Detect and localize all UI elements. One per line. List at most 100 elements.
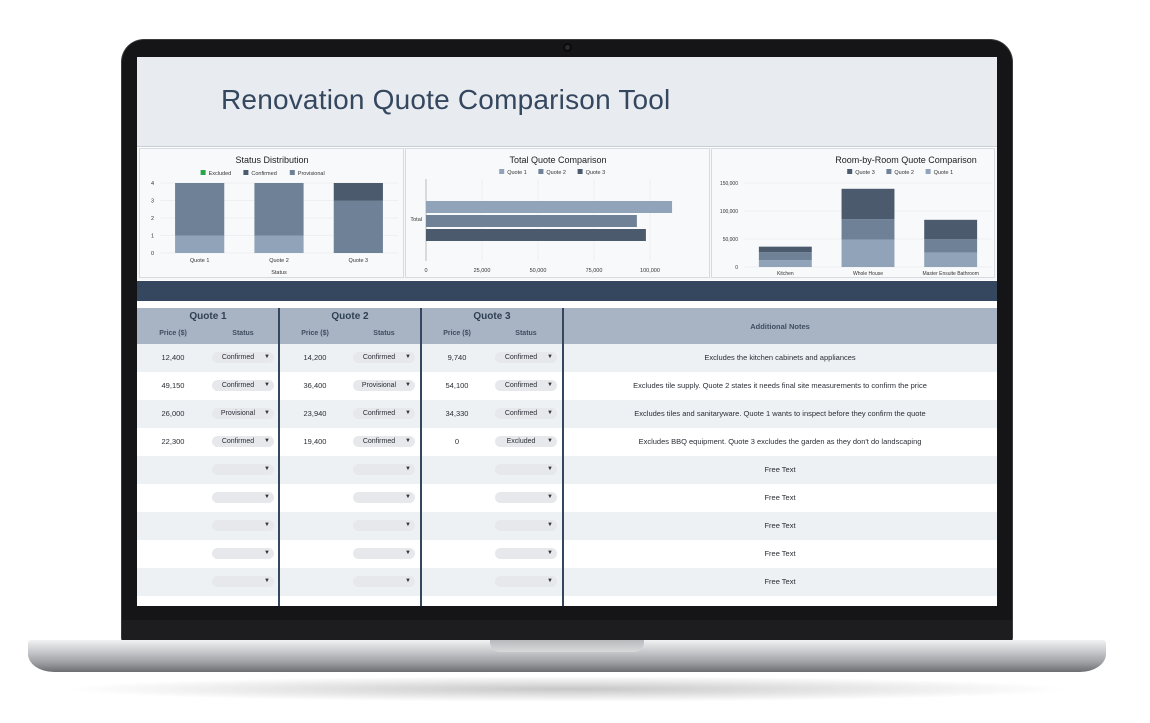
table-row: ▼ ▼ ▼ Free Text bbox=[137, 540, 997, 568]
legend-swatch bbox=[289, 170, 295, 175]
q3-status-dropdown[interactable]: Confirmed ▼ bbox=[495, 380, 557, 391]
q3-price-cell[interactable]: 54,100 bbox=[445, 381, 469, 390]
q1-status-dropdown[interactable]: Confirmed ▼ bbox=[212, 436, 274, 447]
x-tick-label: 75,000 bbox=[586, 268, 603, 274]
x-tick-label: Quote 3 bbox=[349, 258, 369, 264]
x-tick-label: Kitchen bbox=[777, 271, 794, 277]
table-row: ▼ ▼ ▼ Free Text bbox=[137, 484, 997, 512]
status-value: Confirmed bbox=[221, 382, 255, 389]
q2-status-dropdown[interactable]: ▼ bbox=[353, 464, 415, 475]
q1-status-dropdown[interactable]: ▼ bbox=[212, 576, 274, 587]
q2-price-cell[interactable]: 14,200 bbox=[303, 353, 327, 362]
q2-price-cell[interactable] bbox=[289, 512, 341, 540]
notes-cell[interactable]: Free Text bbox=[764, 493, 796, 502]
notes-cell[interactable]: Excludes tiles and sanitaryware. Quote 1… bbox=[634, 409, 926, 418]
bar-segment bbox=[841, 219, 895, 240]
q2-price-cell[interactable] bbox=[289, 568, 341, 596]
table-header: Quote 1 Quote 2 Quote 3 Price ($) Status… bbox=[137, 308, 997, 344]
q1-status-dropdown[interactable]: ▼ bbox=[212, 548, 274, 559]
notes-cell[interactable]: Free Text bbox=[764, 465, 796, 474]
x-tick-label: 50,000 bbox=[530, 268, 547, 274]
q1-price-cell[interactable]: 26,000 bbox=[161, 409, 185, 418]
q2-price-cell[interactable]: 36,400 bbox=[303, 381, 327, 390]
bar bbox=[426, 215, 637, 227]
q3-status-dropdown[interactable]: Excluded ▼ bbox=[495, 436, 557, 447]
table-row: ▼ ▼ ▼ Free Text bbox=[137, 568, 997, 596]
caret-down-icon: ▼ bbox=[405, 354, 411, 360]
q3-price-header: Price ($) bbox=[443, 330, 471, 337]
q3-status-dropdown[interactable]: ▼ bbox=[495, 548, 557, 559]
q1-status-dropdown[interactable]: Confirmed ▼ bbox=[212, 380, 274, 391]
notes-cell[interactable]: Free Text bbox=[764, 521, 796, 530]
q3-price-cell[interactable]: 9,740 bbox=[447, 353, 467, 362]
q3-price-cell[interactable]: 0 bbox=[454, 437, 460, 446]
caret-down-icon: ▼ bbox=[405, 410, 411, 416]
q3-status-dropdown[interactable]: Confirmed ▼ bbox=[495, 352, 557, 363]
q3-price-cell[interactable] bbox=[431, 540, 483, 568]
caret-down-icon: ▼ bbox=[547, 522, 553, 528]
q1-price-cell[interactable]: 49,150 bbox=[161, 381, 185, 390]
q2-status-dropdown[interactable]: ▼ bbox=[353, 492, 415, 503]
q1-price-cell[interactable]: 12,400 bbox=[161, 353, 185, 362]
bar-segment bbox=[758, 246, 812, 253]
y-tick-label: 0 bbox=[735, 265, 738, 271]
status-value: Confirmed bbox=[504, 382, 538, 389]
bar-segment bbox=[333, 200, 383, 253]
legend-label: Quote 1 bbox=[934, 170, 954, 176]
caret-down-icon: ▼ bbox=[547, 494, 553, 500]
caret-down-icon: ▼ bbox=[547, 466, 553, 472]
q1-price-cell[interactable] bbox=[147, 540, 199, 568]
q3-status-dropdown[interactable]: ▼ bbox=[495, 520, 557, 531]
caret-down-icon: ▼ bbox=[405, 494, 411, 500]
q2-status-dropdown[interactable]: ▼ bbox=[353, 548, 415, 559]
q2-status-dropdown[interactable]: Confirmed ▼ bbox=[353, 408, 415, 419]
q1-price-cell[interactable]: 22,300 bbox=[161, 437, 185, 446]
q2-status-dropdown[interactable]: Confirmed ▼ bbox=[353, 352, 415, 363]
caret-down-icon: ▼ bbox=[264, 550, 270, 556]
notes-cell[interactable]: Excludes tile supply. Quote 2 states it … bbox=[633, 381, 927, 390]
quote2-group-header: Quote 2 bbox=[331, 311, 369, 322]
notes-cell[interactable]: Excludes the kitchen cabinets and applia… bbox=[704, 353, 856, 362]
q1-status-dropdown[interactable]: ▼ bbox=[212, 520, 274, 531]
q3-price-cell[interactable] bbox=[431, 512, 483, 540]
q3-price-cell[interactable] bbox=[431, 484, 483, 512]
q1-price-cell[interactable] bbox=[147, 568, 199, 596]
q3-status-dropdown[interactable]: Confirmed ▼ bbox=[495, 408, 557, 419]
legend-label: Excluded bbox=[209, 171, 232, 177]
q3-price-cell[interactable]: 34,330 bbox=[445, 409, 469, 418]
caret-down-icon: ▼ bbox=[264, 382, 270, 388]
q1-price-cell[interactable] bbox=[147, 512, 199, 540]
notes-cell[interactable]: Free Text bbox=[764, 577, 796, 586]
q2-status-dropdown[interactable]: ▼ bbox=[353, 576, 415, 587]
notes-cell[interactable]: Excludes BBQ equipment. Quote 3 excludes… bbox=[638, 437, 922, 446]
legend-swatch bbox=[925, 169, 931, 174]
quote3-group-header: Quote 3 bbox=[473, 311, 511, 322]
q1-status-dropdown[interactable]: ▼ bbox=[212, 492, 274, 503]
q1-price-cell[interactable] bbox=[147, 484, 199, 512]
bar bbox=[426, 201, 673, 213]
q2-price-cell[interactable] bbox=[289, 456, 341, 484]
q2-price-cell[interactable]: 23,940 bbox=[303, 409, 327, 418]
q2-price-cell[interactable]: 19,400 bbox=[303, 437, 327, 446]
q3-price-cell[interactable] bbox=[431, 456, 483, 484]
q2-status-dropdown[interactable]: ▼ bbox=[353, 520, 415, 531]
q3-status-dropdown[interactable]: ▼ bbox=[495, 464, 557, 475]
bar-segment bbox=[924, 252, 978, 267]
notes-cell[interactable]: Free Text bbox=[764, 549, 796, 558]
q2-price-cell[interactable] bbox=[289, 484, 341, 512]
q1-status-dropdown[interactable]: ▼ bbox=[212, 464, 274, 475]
q3-status-dropdown[interactable]: ▼ bbox=[495, 492, 557, 503]
q1-price-cell[interactable] bbox=[147, 456, 199, 484]
page-header: Renovation Quote Comparison Tool bbox=[137, 57, 997, 147]
laptop-chin bbox=[122, 620, 1012, 642]
q2-status-dropdown[interactable]: Provisional ▼ bbox=[353, 380, 415, 391]
q1-status-dropdown[interactable]: Provisional ▼ bbox=[212, 408, 274, 419]
q1-status-dropdown[interactable]: Confirmed ▼ bbox=[212, 352, 274, 363]
q2-status-dropdown[interactable]: Confirmed ▼ bbox=[353, 436, 415, 447]
legend-swatch bbox=[200, 170, 206, 175]
q3-status-dropdown[interactable]: ▼ bbox=[495, 576, 557, 587]
screen: Renovation Quote Comparison Tool Status … bbox=[137, 57, 997, 606]
q2-price-cell[interactable] bbox=[289, 540, 341, 568]
quote1-group-header: Quote 1 bbox=[189, 311, 227, 322]
q3-price-cell[interactable] bbox=[431, 568, 483, 596]
